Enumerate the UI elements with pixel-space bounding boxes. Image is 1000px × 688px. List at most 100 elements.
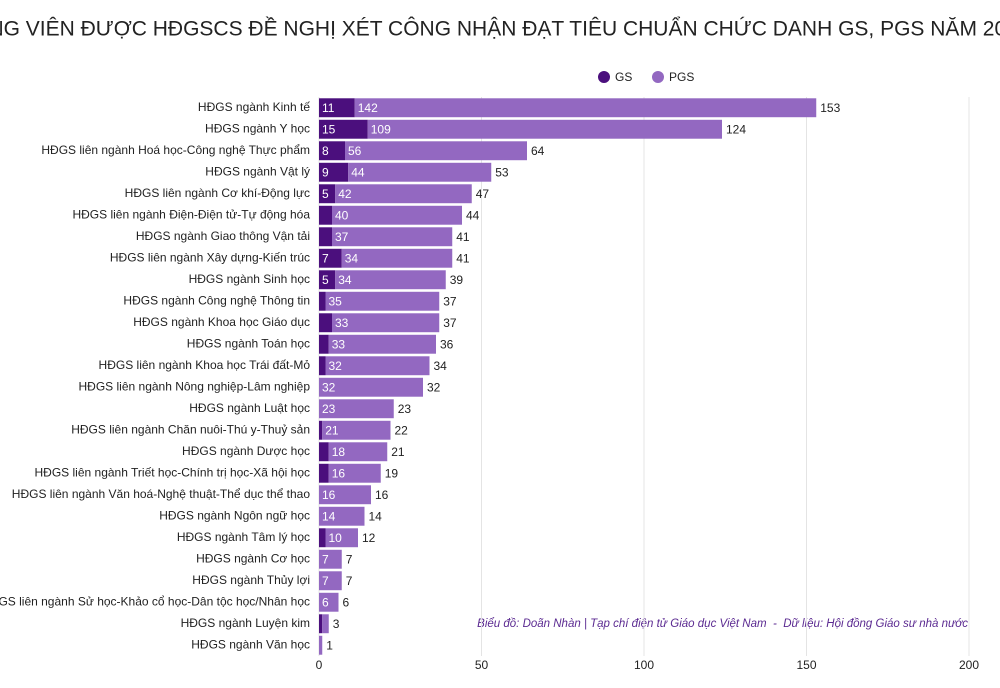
data-label: 42 bbox=[338, 187, 352, 201]
bar-segment bbox=[322, 614, 329, 634]
bar-segment bbox=[319, 119, 368, 139]
source-note: Biểu đồ: Doãn Nhàn | Tạp chí điện tử Giá… bbox=[477, 618, 968, 630]
data-label: 34 bbox=[338, 273, 352, 287]
y-tick-label: HĐGS liên ngành Văn hoá-Nghệ thuật-Thể d… bbox=[12, 487, 311, 501]
data-label: 7 bbox=[322, 251, 329, 265]
bar-segment bbox=[319, 463, 329, 483]
y-tick-label: HĐGS liên ngành Khoa học Trái đất-Mỏ bbox=[99, 358, 311, 372]
legend-label: GS bbox=[615, 70, 632, 84]
bar-segment bbox=[328, 463, 381, 483]
x-tick-label: 200 bbox=[959, 658, 979, 672]
total-label: 12 bbox=[362, 531, 376, 545]
total-label: 39 bbox=[450, 273, 464, 287]
total-label: 34 bbox=[434, 359, 448, 373]
bar-segment bbox=[335, 270, 446, 290]
bar-segment bbox=[319, 377, 423, 397]
data-label: 15 bbox=[322, 122, 336, 136]
x-tick-label: 50 bbox=[475, 658, 489, 672]
y-tick-label: HĐGS ngành Tâm lý học bbox=[177, 530, 310, 544]
total-label: 21 bbox=[391, 445, 405, 459]
y-tick-label: HĐGS ngành Thủy lợi bbox=[192, 573, 310, 587]
x-tick-label: 100 bbox=[634, 658, 654, 672]
total-label: 19 bbox=[385, 466, 399, 480]
data-label: 11 bbox=[322, 101, 335, 115]
x-tick-label: 150 bbox=[796, 658, 816, 672]
total-label: 53 bbox=[495, 165, 509, 179]
y-tick-label: HĐGS ngành Kinh tế bbox=[198, 100, 310, 114]
data-label: 9 bbox=[322, 165, 329, 179]
data-label: 16 bbox=[322, 488, 336, 502]
y-tick-label: HĐGS liên ngành Cơ khí-Động lực bbox=[125, 186, 310, 200]
bar-segment bbox=[319, 399, 394, 419]
bar-segment bbox=[319, 528, 326, 548]
total-label: 44 bbox=[466, 208, 480, 222]
bar-segment bbox=[319, 592, 339, 612]
data-label: 18 bbox=[332, 445, 346, 459]
bar-segment bbox=[328, 442, 388, 462]
data-label: 5 bbox=[322, 273, 329, 287]
y-tick-label: HĐGS liên ngành Xây dựng-Kiến trúc bbox=[110, 250, 310, 264]
y-tick-label: HĐGS liên ngành Nông nghiệp-Lâm nghiệp bbox=[79, 379, 311, 393]
total-label: 6 bbox=[343, 595, 350, 609]
total-label: 37 bbox=[443, 294, 457, 308]
y-tick-label: HĐGS liên ngành Triết học-Chính trị học-… bbox=[35, 465, 310, 479]
y-tick-label: HĐGS ngành Khoa học Giáo dục bbox=[133, 315, 310, 329]
data-label: 109 bbox=[371, 122, 391, 136]
bar-segment bbox=[319, 549, 342, 569]
y-tick-label: HĐGS ngành Toán học bbox=[187, 336, 310, 350]
bar-segment bbox=[319, 184, 336, 204]
data-label: 35 bbox=[329, 294, 343, 308]
data-label: 44 bbox=[351, 165, 365, 179]
x-tick-label: 0 bbox=[316, 658, 323, 672]
y-tick-label: HĐGS ngành Sinh học bbox=[189, 272, 310, 286]
y-tick-label: HĐGS liên ngành Chăn nuôi-Thú y-Thuỷ sản bbox=[71, 422, 310, 436]
bar-segment bbox=[319, 614, 323, 634]
total-label: 41 bbox=[456, 251, 470, 265]
legend-marker bbox=[598, 71, 610, 83]
bar-segment bbox=[319, 313, 332, 333]
y-tick-label: HĐGS ngành Vật lý bbox=[205, 164, 310, 178]
bar-segment bbox=[319, 291, 326, 311]
data-label: 8 bbox=[322, 144, 329, 158]
total-label: 1 bbox=[326, 638, 333, 652]
data-label: 34 bbox=[345, 251, 359, 265]
data-label: 40 bbox=[335, 208, 349, 222]
total-label: 153 bbox=[820, 101, 840, 115]
data-label: 32 bbox=[322, 380, 336, 394]
bar-segment bbox=[341, 248, 453, 268]
y-tick-label: HĐGS liên ngành Hoá học-Công nghệ Thực p… bbox=[41, 143, 310, 157]
bar-segment bbox=[354, 98, 817, 118]
bar-segment bbox=[325, 291, 440, 311]
data-label: 7 bbox=[322, 574, 329, 588]
legend-marker bbox=[652, 71, 664, 83]
total-label: 16 bbox=[375, 488, 389, 502]
bar-segment bbox=[348, 162, 492, 182]
bar-segment bbox=[322, 420, 391, 440]
total-label: 32 bbox=[427, 380, 441, 394]
bar-segment bbox=[325, 356, 430, 376]
total-label: 23 bbox=[398, 402, 412, 416]
data-label: 10 bbox=[329, 531, 343, 545]
y-tick-label: HĐGS ngành Công nghệ Thông tin bbox=[123, 293, 310, 307]
total-label: 7 bbox=[346, 552, 353, 566]
bar-segment bbox=[335, 184, 472, 204]
y-tick-label: HĐGS ngành Cơ học bbox=[196, 551, 310, 565]
bar-segment bbox=[319, 485, 371, 505]
bar-segment bbox=[319, 162, 349, 182]
y-tick-label: HĐGS ngành Luật học bbox=[189, 401, 310, 415]
bar-segment bbox=[319, 98, 355, 118]
legend-label: PGS bbox=[669, 70, 694, 84]
bar-segment bbox=[325, 528, 358, 548]
data-label: 23 bbox=[322, 402, 336, 416]
y-tick-label: HĐGS ngành Y học bbox=[205, 121, 310, 135]
data-label: 32 bbox=[329, 359, 343, 373]
y-tick-label: HĐGS ngành Luyện kim bbox=[181, 616, 310, 630]
y-tick-label: HĐGS ngành Giao thông Vận tải bbox=[136, 229, 310, 243]
total-label: 36 bbox=[440, 337, 454, 351]
bar-segment bbox=[328, 334, 436, 354]
bar-segment bbox=[319, 442, 329, 462]
total-label: 22 bbox=[395, 423, 409, 437]
y-tick-label: HĐGS ngành Dược học bbox=[182, 444, 310, 458]
bar-segment bbox=[319, 420, 323, 440]
y-tick-label: HĐGS liên ngành Sử học-Khảo cổ học-Dân t… bbox=[0, 594, 310, 608]
